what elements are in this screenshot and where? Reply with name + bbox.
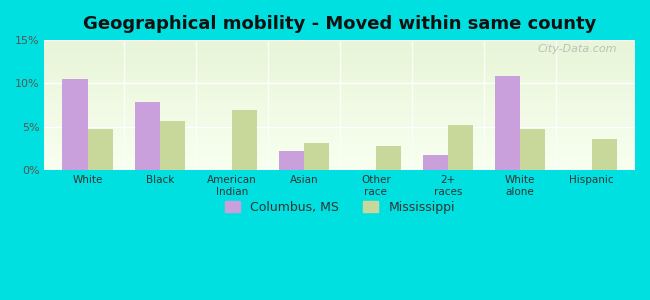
Bar: [422, 154, 448, 170]
Legend: Columbus, MS, Mississippi: Columbus, MS, Mississippi: [220, 196, 460, 219]
Bar: [592, 139, 617, 170]
Bar: [376, 146, 401, 170]
Bar: [160, 121, 185, 170]
Bar: [520, 130, 545, 170]
Bar: [448, 125, 473, 170]
Title: Geographical mobility - Moved within same county: Geographical mobility - Moved within sam…: [83, 15, 597, 33]
Text: City-Data.com: City-Data.com: [538, 44, 618, 54]
Bar: [231, 110, 257, 170]
Bar: [135, 102, 160, 170]
Bar: [304, 143, 329, 170]
Bar: [88, 130, 113, 170]
Bar: [279, 151, 304, 170]
Bar: [495, 76, 520, 170]
Bar: [62, 79, 88, 170]
